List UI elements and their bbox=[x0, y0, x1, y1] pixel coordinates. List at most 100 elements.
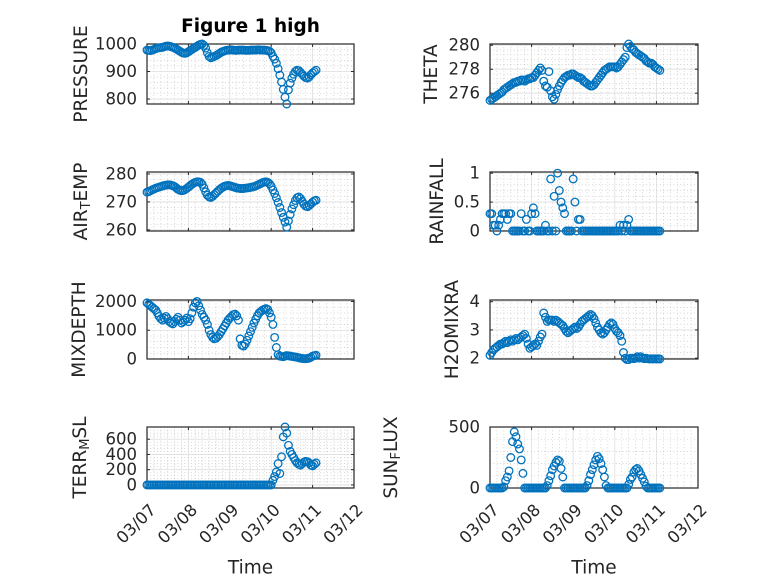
y-axis-label-subscript: T bbox=[79, 201, 94, 210]
data-point bbox=[201, 315, 211, 325]
data-point bbox=[568, 174, 578, 184]
y-tick-label: 280 bbox=[106, 164, 138, 183]
data-point bbox=[584, 311, 594, 321]
y-axis-label-text: EMP bbox=[71, 163, 92, 202]
y-tick-label: 600 bbox=[106, 430, 138, 449]
data-point bbox=[655, 354, 665, 364]
y-axis-label-text: SL bbox=[70, 416, 91, 439]
data-point bbox=[506, 453, 516, 462]
y-tick-label: 800 bbox=[106, 90, 138, 109]
data-point bbox=[492, 226, 502, 236]
data-point bbox=[268, 320, 278, 329]
data-point bbox=[539, 308, 549, 318]
data-point bbox=[277, 452, 286, 462]
data-point bbox=[532, 341, 542, 350]
data-point bbox=[608, 319, 618, 329]
data-point bbox=[192, 296, 202, 306]
data-point bbox=[204, 325, 214, 335]
data-point bbox=[280, 422, 290, 432]
data-point bbox=[558, 203, 568, 213]
data-point bbox=[544, 476, 554, 486]
y-axis-label: H2OMIXRA bbox=[442, 280, 463, 379]
data-point bbox=[282, 99, 292, 109]
y-tick-label: 0.5 bbox=[454, 193, 480, 212]
data-point bbox=[584, 476, 594, 486]
y-axis-label-text: RAINFALL bbox=[427, 158, 448, 245]
data-point bbox=[247, 322, 257, 332]
data-point bbox=[593, 451, 602, 461]
y-tick-label: 3 bbox=[470, 320, 481, 339]
data-point bbox=[277, 208, 286, 217]
y-tick-label: 0 bbox=[127, 350, 138, 369]
axes-box bbox=[146, 43, 355, 105]
data-point bbox=[516, 455, 526, 465]
data-point bbox=[599, 472, 609, 482]
data-point bbox=[551, 89, 561, 99]
data-point bbox=[284, 216, 293, 226]
data-point bbox=[551, 226, 561, 236]
data-point bbox=[568, 324, 578, 333]
data-point bbox=[615, 331, 625, 341]
data-point bbox=[570, 322, 580, 332]
data-point bbox=[547, 226, 557, 236]
y-axis-label-text: THETA bbox=[421, 44, 442, 105]
data-point bbox=[273, 198, 283, 207]
data-point bbox=[537, 329, 547, 339]
y-axis-label: TERRMSL bbox=[70, 416, 93, 500]
data-series-pressure bbox=[142, 39, 321, 109]
data-point bbox=[620, 226, 630, 236]
data-point bbox=[546, 471, 556, 481]
y-tick-label: 0 bbox=[470, 479, 481, 498]
data-point bbox=[554, 186, 564, 195]
data-point bbox=[521, 214, 531, 224]
data-series-theta bbox=[485, 39, 665, 105]
axes-background bbox=[147, 300, 354, 359]
data-point bbox=[549, 191, 559, 201]
data-point bbox=[515, 444, 524, 454]
data-point bbox=[520, 329, 530, 339]
data-point bbox=[556, 464, 566, 473]
y-tick-label: 260 bbox=[106, 220, 138, 239]
y-tick-label: 500 bbox=[449, 418, 481, 437]
data-point bbox=[271, 193, 281, 203]
subplot-theta: 276 278 280 THETA bbox=[421, 36, 699, 105]
axes-background bbox=[147, 172, 354, 231]
y-tick-label: 2000 bbox=[95, 292, 137, 311]
data-point bbox=[513, 439, 523, 449]
data-point bbox=[520, 226, 530, 236]
data-point bbox=[504, 466, 514, 476]
data-point bbox=[655, 226, 665, 236]
data-point bbox=[534, 336, 543, 346]
data-point bbox=[610, 62, 620, 72]
data-point bbox=[655, 483, 665, 493]
data-point bbox=[624, 214, 634, 224]
data-point bbox=[518, 468, 528, 478]
data-point bbox=[289, 200, 299, 210]
data-point bbox=[185, 314, 195, 324]
data-point bbox=[242, 335, 252, 345]
data-point bbox=[285, 210, 295, 219]
data-point bbox=[586, 470, 595, 480]
data-point bbox=[282, 428, 292, 438]
data-point bbox=[516, 209, 526, 219]
data-point bbox=[553, 455, 563, 465]
data-series-terr-msl bbox=[142, 422, 321, 490]
axes-box bbox=[489, 43, 699, 105]
data-point bbox=[284, 440, 293, 450]
subplot-air-temp: 260 270 280 AIRTEMP bbox=[71, 163, 355, 241]
data-point bbox=[287, 204, 297, 214]
subplot-rainfall: 0 0.5 1 RAINFALL bbox=[427, 158, 699, 245]
data-point bbox=[617, 226, 627, 236]
data-point bbox=[619, 55, 628, 65]
y-axis-label-text: MIXDEPTH bbox=[69, 281, 90, 377]
data-point bbox=[515, 226, 524, 236]
axes-background bbox=[490, 172, 698, 231]
data-point bbox=[631, 353, 641, 363]
data-point bbox=[311, 350, 321, 360]
data-point bbox=[246, 327, 255, 337]
y-axis-label: AIRTEMP bbox=[71, 163, 94, 241]
data-point bbox=[525, 226, 535, 236]
data-point bbox=[527, 209, 537, 219]
data-point bbox=[494, 220, 504, 230]
